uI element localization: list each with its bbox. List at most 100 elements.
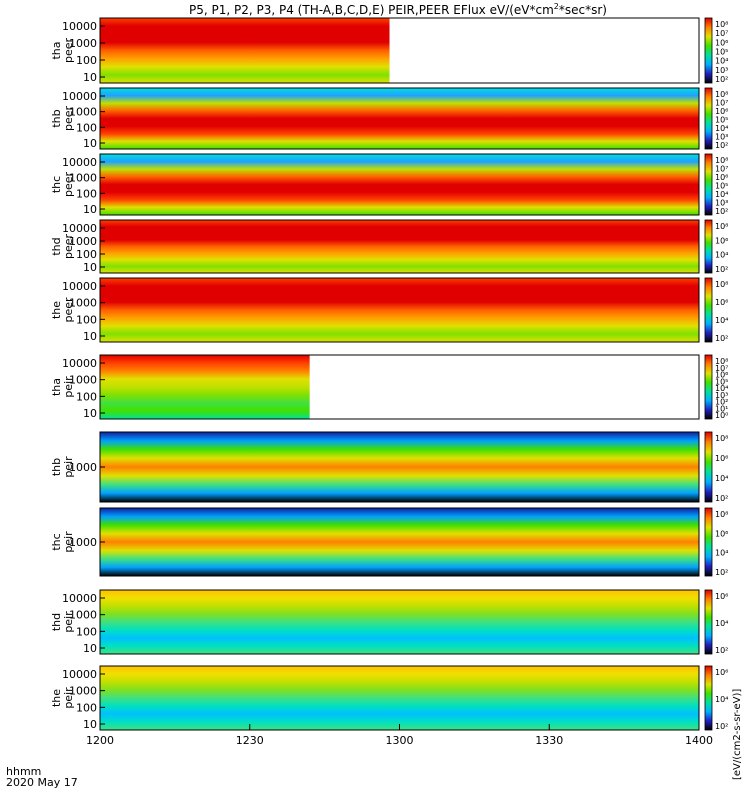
spectrogram-thc_peer (100, 154, 699, 215)
colorbar-thd_peir (704, 589, 713, 655)
colorbar-tick-label: 10⁶ (715, 107, 728, 116)
colorbar-tick-label: 10⁷ (715, 99, 728, 108)
colorbar-tick-label: 10⁶ (715, 38, 728, 47)
ytick-label: 10000 (62, 20, 97, 33)
time-axis: 1200 1230 1300 1330 1400 (86, 724, 713, 747)
colorbar-tick-label: 10⁴ (715, 190, 728, 199)
ytick-label: 10 (83, 642, 97, 655)
xtick-label: 1330 (535, 734, 563, 747)
colorbar-tick-label: 10⁴ (715, 384, 728, 393)
panel-thb_peer: 10000 1000 100 10 thbpeer 10⁸10⁷10⁶10⁵10⁴10³1… (50, 87, 728, 150)
colorbar-tick-label: 10⁸ (715, 280, 728, 289)
colorbar-thc_peer (704, 153, 713, 216)
panel-the_peer: 10000 1000 100 10 thepeer 10⁸ 10⁶ 10⁴ 10² (50, 277, 728, 343)
colorbar-tick-label: 10⁵ (715, 116, 728, 125)
x-axis-label-hhmm: hhmm (6, 765, 41, 778)
panel-the_peir: 10000 1000 100 10 thepeir 10⁶ 10⁴ 10² (50, 665, 728, 731)
ylabel-tha_peer: thapeer (50, 38, 75, 64)
panel-tha_peir: 10000100010010thapeir10⁸10⁷10⁶10⁵10⁴10³1… (50, 354, 728, 420)
colorbar-tick-label: 10⁸ (715, 156, 728, 165)
colorbar-thc_peir (704, 507, 713, 577)
colorbar-thb_peir (704, 431, 713, 503)
xtick-label: 1300 (386, 734, 414, 747)
colorbar-the_peer (704, 277, 713, 343)
ytick-label: 1000 (69, 536, 97, 549)
chart-title: P5, P1, P2, P3, P4 (TH-A,B,C,D,E) PEIR,P… (189, 2, 607, 17)
colorbar-tick-label: 10⁴ (715, 619, 728, 628)
spectrogram-thd_peir (100, 590, 699, 654)
ytick-label: 10000 (62, 156, 97, 169)
colorbar-tick-label: 10⁸ (715, 20, 728, 29)
panel-frame-thb_peer (99, 87, 700, 150)
colorbar-tick-label: 10⁰ (715, 411, 728, 420)
colorbar-tick-label: 10⁶ (715, 236, 728, 245)
colorbar-tick-label: 10³ (715, 391, 728, 400)
ytick-label: 10 (83, 261, 97, 274)
panel-frame-thc_peer (99, 153, 700, 216)
panel-tha_peer: 10000 1000 100 10 thapeer 10⁸10⁷10⁶10⁵10⁴10³1… (50, 17, 728, 84)
ytick-label: 10 (83, 330, 97, 343)
ytick-label: 10 (83, 71, 97, 84)
ylabel-thc_peer: thcpeer (50, 172, 75, 198)
spectrogram-thc_peir (100, 508, 699, 576)
spectrogram-thb_peer (100, 88, 699, 149)
ytick-label: 10000 (62, 357, 97, 370)
x-axis-label-date: 2020 May 17 (6, 776, 78, 789)
colorbar-tick-label: 10² (715, 334, 728, 343)
title-superscript: 2 (554, 2, 559, 11)
panel-stack: 10000100010010thapeer10⁸10⁷10⁶10⁵10⁴10³1… (50, 17, 728, 731)
colorbar-thd_peer (704, 219, 713, 274)
ytick-label: 100 (76, 248, 97, 261)
colorbar-tick-label: 10² (715, 568, 728, 577)
colorbar-tick-label: 10⁵ (715, 182, 728, 191)
colorbar-tick-label: 10⁶ (715, 529, 728, 538)
colorbar-tick-label: 10⁶ (715, 454, 728, 463)
spectrogram-thd_peer (100, 220, 699, 273)
ytick-label: 1000 (69, 37, 97, 50)
colorbar-tick-label: 10⁵ (715, 48, 728, 57)
ytick-label: 1000 (69, 609, 97, 622)
colorbar-tick-label: 10² (715, 398, 728, 407)
ytick-label: 100 (76, 313, 97, 326)
ytick-label: 10 (83, 718, 97, 731)
colorbar-tick-label: 10⁴ (715, 316, 728, 325)
panel-thc_peer: 10000 1000 100 10 thcpeer 10⁸10⁷10⁶10⁵10⁴10³1… (50, 153, 728, 216)
ylabel-thd_peer: thdpeer (50, 234, 75, 260)
ytick-label: 10000 (62, 668, 97, 681)
colorbar-tha_peer (704, 17, 713, 84)
colorbar-tick-label: 10² (715, 207, 728, 216)
colorbar-the_peir (704, 665, 713, 731)
ylabel-thb_peer: thbpeer (50, 106, 75, 132)
colorbar-tick-label: 10⁸ (715, 434, 728, 443)
colorbar-tick-label: 10⁵ (715, 377, 728, 386)
spectrogram-tha_peir (100, 355, 310, 419)
panel-frame-thd_peir (99, 589, 700, 655)
spectrogram-thb_peir (100, 432, 699, 502)
colorbar-tick-label: 10³ (715, 133, 728, 142)
ytick-label: 10000 (62, 592, 97, 605)
panel-frame-tha_peer (99, 17, 700, 84)
colorbar-tick-label: 10⁴ (715, 695, 728, 704)
colorbar-tick-label: 10³ (715, 66, 728, 75)
colorbar-tick-label: 10² (715, 75, 728, 84)
ytick-label: 10000 (62, 90, 97, 103)
ylabel-the_peer: thepeer (50, 297, 75, 323)
ytick-label: 100 (76, 625, 97, 638)
colorbar-tick-label: 10⁷ (715, 165, 728, 174)
colorbar-tick-label: 10⁸ (715, 222, 728, 231)
ytick-label: 100 (76, 390, 97, 403)
ytick-label: 10 (83, 137, 97, 150)
colorbar-tick-label: 10⁶ (715, 668, 728, 677)
ylabel-thc_peir: thcpeir (50, 531, 75, 553)
panel-frame-the_peer (99, 277, 700, 343)
colorbar-tick-label: 10¹ (715, 404, 728, 413)
colorbar-tick-label: 10² (715, 494, 728, 503)
ytick-label: 100 (76, 54, 97, 67)
colorbar-tick-label: 10² (715, 722, 728, 731)
colorbar-tha_peir (704, 354, 713, 420)
colorbar-tick-label: 10⁴ (715, 124, 728, 133)
ytick-label: 10000 (62, 280, 97, 293)
